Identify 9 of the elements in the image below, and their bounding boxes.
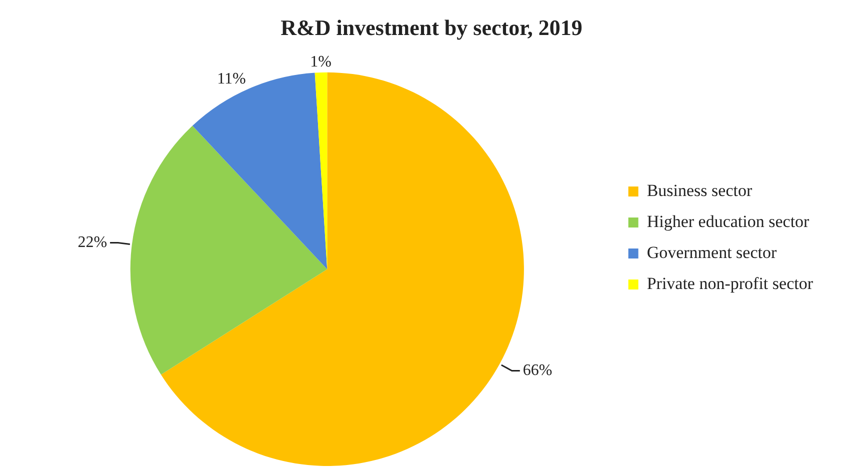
legend-label: Government sector	[646, 242, 777, 262]
data-label: 66%	[522, 362, 552, 379]
legend-label: Business sector	[646, 180, 752, 200]
data-label: 11%	[217, 70, 246, 88]
chart-title: R&D investment by sector, 2019	[280, 14, 582, 40]
data-label: 1%	[310, 54, 332, 71]
legend-label: Higher education sector	[646, 212, 810, 231]
data-label: 22%	[78, 234, 108, 251]
legend-label: Private non-profit sector	[646, 274, 814, 293]
